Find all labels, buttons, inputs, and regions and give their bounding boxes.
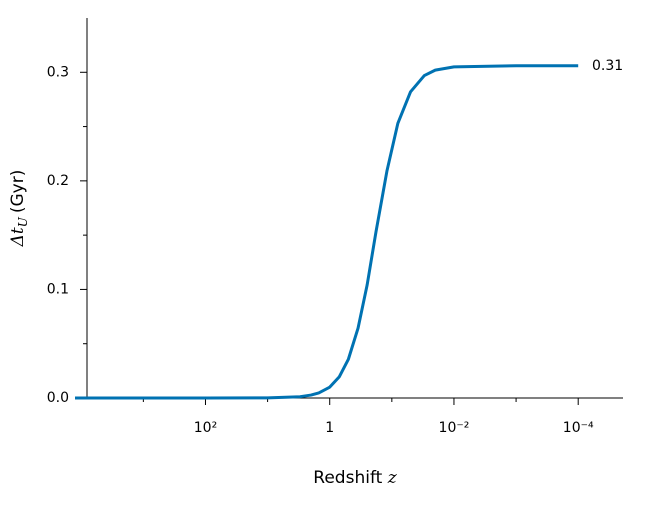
y-label: ΔtU(Gyr) <box>8 170 30 248</box>
x-label: Redshift z <box>313 468 397 489</box>
y-tick-label: 0.0 <box>47 390 69 406</box>
x-tick-label: 10⁻² <box>439 420 470 436</box>
annotation: 0.31 <box>592 58 623 74</box>
x-tick-label: 10⁻⁴ <box>563 420 594 436</box>
y-tick-label: 0.1 <box>47 281 69 297</box>
x-tick-label: 1 <box>325 420 334 436</box>
x-tick-label: 10² <box>194 420 217 436</box>
data-line <box>75 64 579 400</box>
y-tick-label: 0.2 <box>47 173 69 189</box>
y-tick-label: 0.3 <box>47 64 69 80</box>
